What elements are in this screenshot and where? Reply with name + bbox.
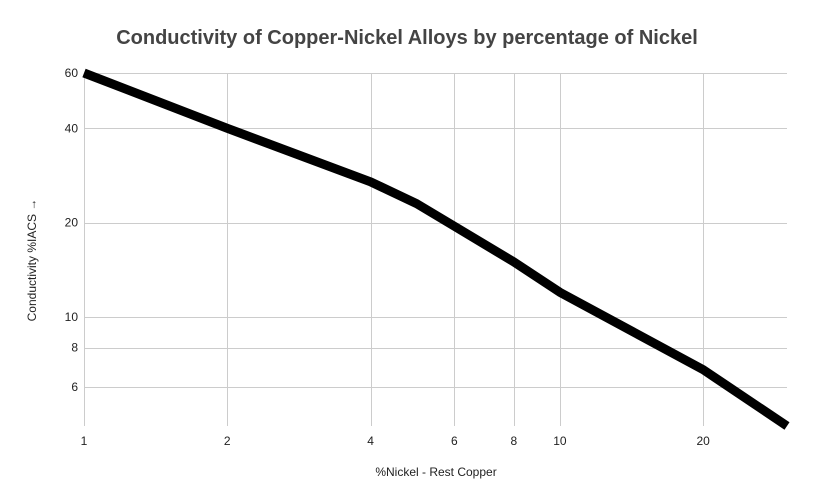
y-tick-label-8: 8 <box>71 341 78 355</box>
x-tick-label-20: 20 <box>697 434 711 448</box>
x-tick-label-4: 4 <box>367 434 374 448</box>
y-tick-label-6: 6 <box>71 380 78 394</box>
y-tick-label-10: 10 <box>65 310 79 324</box>
y-tick-label-40: 40 <box>65 121 79 135</box>
y-tick-label-60: 60 <box>65 66 79 80</box>
x-axis-ticks: 1 2 4 6 8 10 20 <box>81 434 711 448</box>
chart-title: Conductivity of Copper-Nickel Alloys by … <box>116 27 698 49</box>
x-tick-label-1: 1 <box>81 434 88 448</box>
x-axis-label: %Nickel - Rest Copper <box>375 465 496 479</box>
y-axis-label: Conductivity %IACS → <box>25 199 39 322</box>
gridlines <box>84 73 787 426</box>
y-axis-ticks: 6 8 10 20 40 60 <box>65 66 79 394</box>
x-tick-label-10: 10 <box>553 434 567 448</box>
x-tick-label-2: 2 <box>224 434 231 448</box>
series-layer <box>82 68 790 430</box>
y-tick-label-20: 20 <box>65 216 79 230</box>
x-tick-label-6: 6 <box>451 434 458 448</box>
x-tick-label-8: 8 <box>510 434 517 448</box>
series-line-0 <box>82 68 790 430</box>
